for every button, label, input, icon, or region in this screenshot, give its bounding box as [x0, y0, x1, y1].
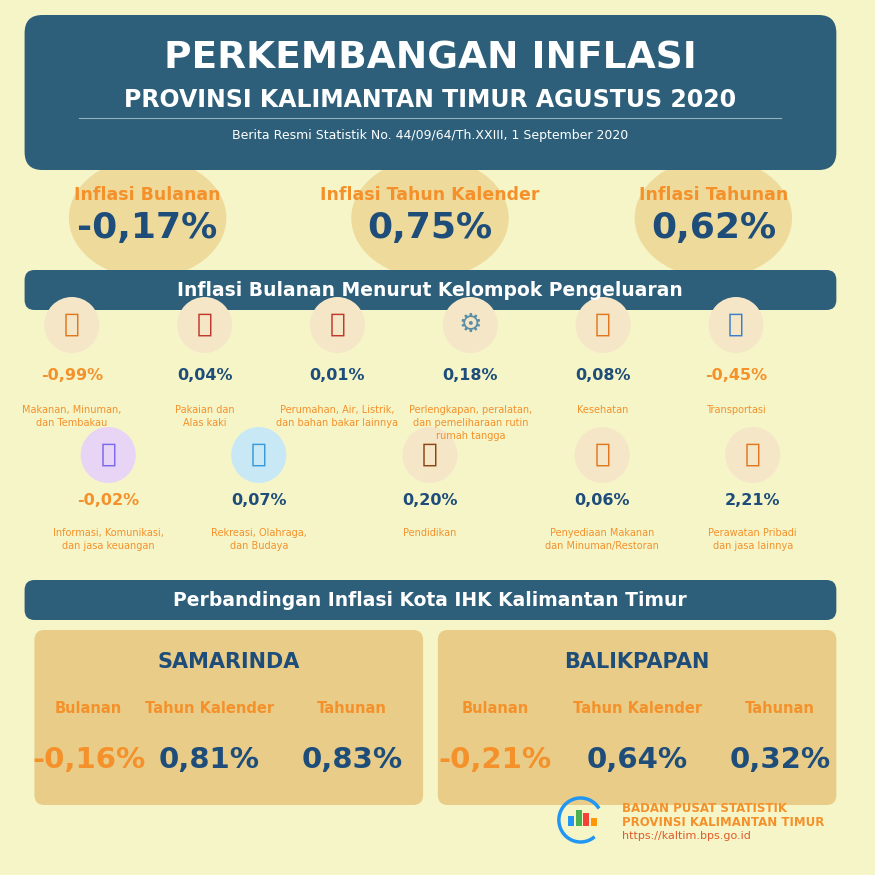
Text: 👕: 👕	[197, 312, 213, 338]
Circle shape	[45, 297, 100, 353]
Text: 0,07%: 0,07%	[231, 493, 286, 507]
Circle shape	[575, 427, 630, 483]
FancyBboxPatch shape	[438, 630, 836, 805]
Text: Inflasi Bulanan: Inflasi Bulanan	[74, 186, 220, 204]
Circle shape	[402, 427, 458, 483]
Text: Berita Resmi Statistik No. 44/09/64/Th.XXIII, 1 September 2020: Berita Resmi Statistik No. 44/09/64/Th.X…	[232, 129, 628, 142]
Text: SAMARINDA: SAMARINDA	[158, 652, 300, 672]
Text: Inflasi Tahun Kalender: Inflasi Tahun Kalender	[320, 186, 540, 204]
Text: Pendidikan: Pendidikan	[403, 528, 457, 538]
Ellipse shape	[69, 158, 227, 278]
Text: 0,75%: 0,75%	[368, 211, 493, 245]
Text: 🍔: 🍔	[64, 312, 80, 338]
Bar	[568, 816, 574, 826]
Circle shape	[310, 297, 365, 353]
Text: -0,02%: -0,02%	[77, 493, 139, 507]
Text: 0,01%: 0,01%	[310, 368, 365, 382]
Text: Pakaian dan
Alas kaki: Pakaian dan Alas kaki	[175, 405, 234, 428]
Text: https://kaltim.bps.go.id: https://kaltim.bps.go.id	[622, 831, 751, 841]
FancyBboxPatch shape	[24, 15, 836, 170]
Text: 0,08%: 0,08%	[576, 368, 631, 382]
FancyBboxPatch shape	[24, 580, 836, 620]
Circle shape	[443, 297, 498, 353]
Ellipse shape	[351, 158, 508, 278]
FancyBboxPatch shape	[34, 630, 424, 805]
Text: -0,99%: -0,99%	[41, 368, 103, 382]
Text: PERKEMBANGAN INFLASI: PERKEMBANGAN INFLASI	[164, 40, 696, 76]
Bar	[584, 813, 590, 826]
Text: 🏠: 🏠	[330, 312, 346, 338]
Text: Tahunan: Tahunan	[318, 701, 388, 716]
Text: PROVINSI KALIMANTAN TIMUR: PROVINSI KALIMANTAN TIMUR	[622, 816, 824, 829]
Text: Makanan, Minuman,
dan Tembakau: Makanan, Minuman, dan Tembakau	[22, 405, 122, 428]
Text: 2,21%: 2,21%	[725, 493, 780, 507]
Ellipse shape	[634, 158, 792, 278]
Text: Penyediaan Makanan
dan Minuman/Restoran: Penyediaan Makanan dan Minuman/Restoran	[545, 528, 659, 551]
Text: 🏪: 🏪	[594, 442, 610, 468]
Circle shape	[725, 427, 780, 483]
Text: 0,62%: 0,62%	[651, 211, 776, 245]
Text: 📱: 📱	[101, 442, 116, 468]
Text: 🏥: 🏥	[595, 312, 611, 338]
Text: BADAN PUSAT STATISTIK: BADAN PUSAT STATISTIK	[622, 802, 787, 815]
Circle shape	[709, 297, 764, 353]
Text: 0,04%: 0,04%	[177, 368, 233, 382]
Text: Tahun Kalender: Tahun Kalender	[145, 701, 274, 716]
Text: Inflasi Bulanan Menurut Kelompok Pengeluaran: Inflasi Bulanan Menurut Kelompok Pengelu…	[177, 281, 682, 299]
Bar	[592, 818, 598, 826]
Circle shape	[576, 297, 631, 353]
Text: Bulanan: Bulanan	[461, 701, 528, 716]
Bar	[576, 810, 582, 826]
Text: Bulanan: Bulanan	[55, 701, 123, 716]
Text: BALIKPAPAN: BALIKPAPAN	[564, 652, 710, 672]
Text: 0,06%: 0,06%	[574, 493, 630, 507]
Text: 0,64%: 0,64%	[587, 746, 688, 774]
Text: 💆: 💆	[745, 442, 760, 468]
Text: 🏄: 🏄	[251, 442, 267, 468]
Text: Perumahan, Air, Listrik,
dan bahan bakar lainnya: Perumahan, Air, Listrik, dan bahan bakar…	[276, 405, 398, 428]
Circle shape	[80, 427, 136, 483]
Text: Transportasi: Transportasi	[706, 405, 766, 415]
Text: -0,17%: -0,17%	[78, 211, 218, 245]
Text: Perbandingan Inflasi Kota IHK Kalimantan Timur: Perbandingan Inflasi Kota IHK Kalimantan…	[173, 591, 687, 610]
Circle shape	[231, 427, 286, 483]
Text: 0,20%: 0,20%	[402, 493, 458, 507]
Text: 0,18%: 0,18%	[443, 368, 498, 382]
Text: Inflasi Tahunan: Inflasi Tahunan	[639, 186, 788, 204]
Text: Perlengkapan, peralatan,
dan pemeliharaan rutin
rumah tangga: Perlengkapan, peralatan, dan pemeliharaa…	[409, 405, 532, 441]
Text: -0,16%: -0,16%	[31, 746, 145, 774]
Text: -0,21%: -0,21%	[438, 746, 551, 774]
Text: Tahunan: Tahunan	[746, 701, 816, 716]
Text: 0,83%: 0,83%	[302, 746, 403, 774]
Text: 📖: 📖	[422, 442, 438, 468]
Text: Kesehatan: Kesehatan	[578, 405, 629, 415]
Text: PROVINSI KALIMANTAN TIMUR AGUSTUS 2020: PROVINSI KALIMANTAN TIMUR AGUSTUS 2020	[124, 88, 736, 112]
Text: Rekreasi, Olahraga,
dan Budaya: Rekreasi, Olahraga, dan Budaya	[211, 528, 307, 551]
Text: Informasi, Komunikasi,
dan jasa keuangan: Informasi, Komunikasi, dan jasa keuangan	[52, 528, 164, 551]
Text: 0,32%: 0,32%	[730, 746, 831, 774]
Text: -0,45%: -0,45%	[705, 368, 767, 382]
Text: ⚙: ⚙	[458, 312, 482, 338]
Text: 🚌: 🚌	[728, 312, 744, 338]
Text: Perawatan Pribadi
dan jasa lainnya: Perawatan Pribadi dan jasa lainnya	[709, 528, 797, 551]
FancyBboxPatch shape	[24, 270, 836, 310]
Circle shape	[177, 297, 232, 353]
Text: Tahun Kalender: Tahun Kalender	[573, 701, 702, 716]
Text: 0,81%: 0,81%	[159, 746, 260, 774]
